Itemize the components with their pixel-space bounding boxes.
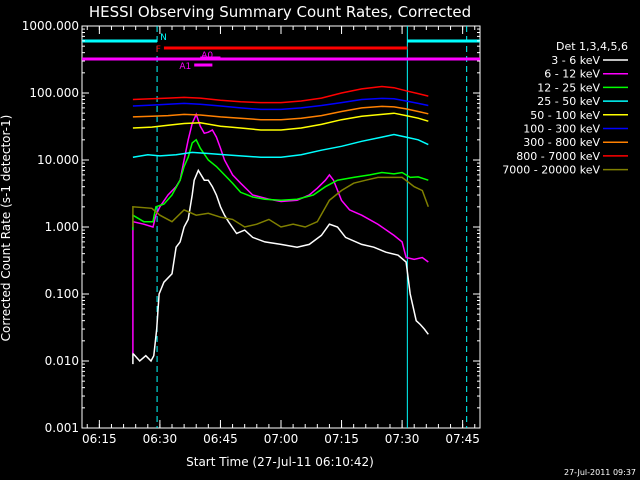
x-tick-label: 07:15 [324,432,359,446]
series-line [132,133,429,158]
x-axis-label: Start Time (27-Jul-11 06:10:42) [186,455,374,469]
flag-label: F [156,45,161,55]
x-tick-label: 07:30 [385,432,420,446]
series-line [132,105,429,121]
series-line [132,138,429,231]
series-line [132,112,429,354]
legend-label: 50 - 100 keV [530,109,600,122]
y-tick-label: 10.000 [37,153,79,167]
x-tick-label: 07:00 [264,432,299,446]
series-line [132,97,429,111]
y-axis-label: Corrected Count Rate (s-1 detector-1) [0,115,13,342]
series-line [132,85,429,104]
legend-label: 25 - 50 keV [537,95,600,108]
legend-label: 800 - 7000 keV [516,150,600,163]
y-tick-label: 0.100 [45,287,79,301]
series-line [132,168,429,365]
flag-label: A1 [179,62,191,72]
chart-title: HESSI Observing Summary Count Rates, Cor… [89,3,471,21]
x-tick-label: 07:45 [445,432,480,446]
series-line [132,176,430,228]
x-axis: 06:15 06:30 06:45 07:00 07:15 07:30 07:45 [82,26,480,446]
legend-title: Det 1,3,4,5,6 [556,40,628,53]
series-line [132,112,429,131]
timestamp: 27-Jul-2011 09:37 [564,468,636,477]
flag-bars: NF A0 A1 [82,33,480,72]
legend-label: 7000 - 20000 keV [502,164,600,177]
y-tick-label: 0.001 [45,421,79,435]
x-tick-label: 06:15 [82,432,117,446]
legend-label: 12 - 25 keV [537,81,600,94]
y-tick-label: 100.000 [29,86,79,100]
legend-label: 100 - 300 keV [523,123,600,136]
y-tick-label: 1000.000 [22,19,79,33]
x-tick-label: 06:30 [143,432,178,446]
vertical-markers [156,26,468,428]
legend-label: 300 - 800 keV [523,136,600,149]
legend-label: 3 - 6 keV [551,54,600,67]
flag-label: N [160,33,167,43]
y-axis: 1000.000 100.000 10.000 1.000 0.100 0.010 0.00… [22,19,480,435]
legend-label: 6 - 12 keV [544,68,600,81]
flag-label: A0 [201,51,213,61]
y-tick-label: 0.010 [45,354,79,368]
x-tick-label: 06:45 [203,432,238,446]
plot-area: NF A0 A1 [81,25,481,429]
series-lines [132,85,430,365]
y-tick-label: 1.000 [45,220,79,234]
